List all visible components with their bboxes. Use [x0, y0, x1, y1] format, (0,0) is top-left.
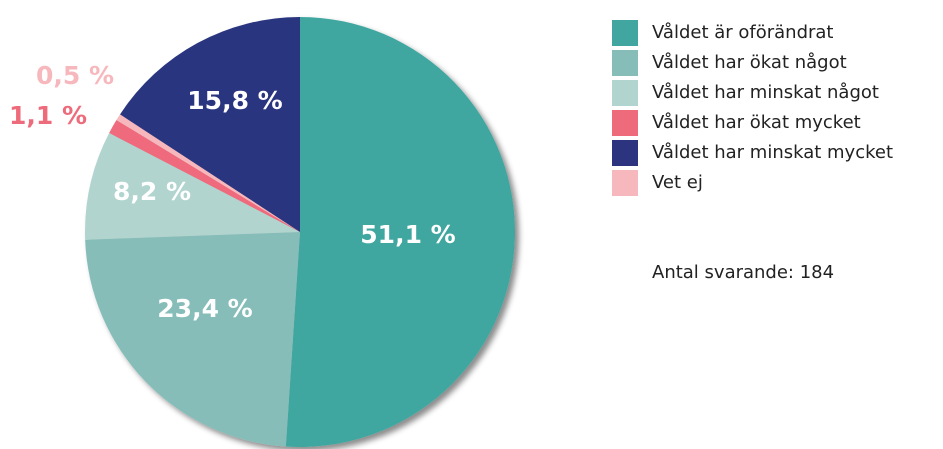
pie-slice: [285, 17, 515, 447]
legend-label: Våldet har ökat mycket: [652, 112, 861, 133]
data-label: 1,1 %: [9, 101, 87, 130]
legend-label: Vet ej: [652, 172, 703, 193]
data-label: 8,2 %: [113, 177, 191, 206]
pie-slice: [85, 132, 300, 240]
pie-slice: [109, 120, 301, 232]
annotation: Antal svarande: 184: [652, 262, 834, 283]
data-label: 23,4 %: [157, 294, 252, 323]
pie-slice: [85, 232, 301, 447]
legend-label: Våldet är oförändrat: [652, 22, 834, 43]
pie-slice: [120, 17, 300, 232]
legend-swatch: [612, 110, 638, 136]
pie-slice: [116, 114, 300, 232]
legend-swatch: [612, 140, 638, 166]
pie: [85, 17, 515, 447]
legend-swatch: [612, 50, 638, 76]
data-label: 51,1 %: [360, 220, 455, 249]
legend-label: Våldet har minskat mycket: [652, 142, 893, 163]
data-label: 0,5 %: [36, 61, 114, 90]
legend-swatch: [612, 20, 638, 46]
legend-swatch: [612, 170, 638, 196]
legend-label: Våldet har ökat något: [652, 52, 847, 73]
legend-label: Våldet har minskat något: [652, 82, 879, 103]
data-label: 15,8 %: [187, 86, 282, 115]
legend-swatch: [612, 80, 638, 106]
